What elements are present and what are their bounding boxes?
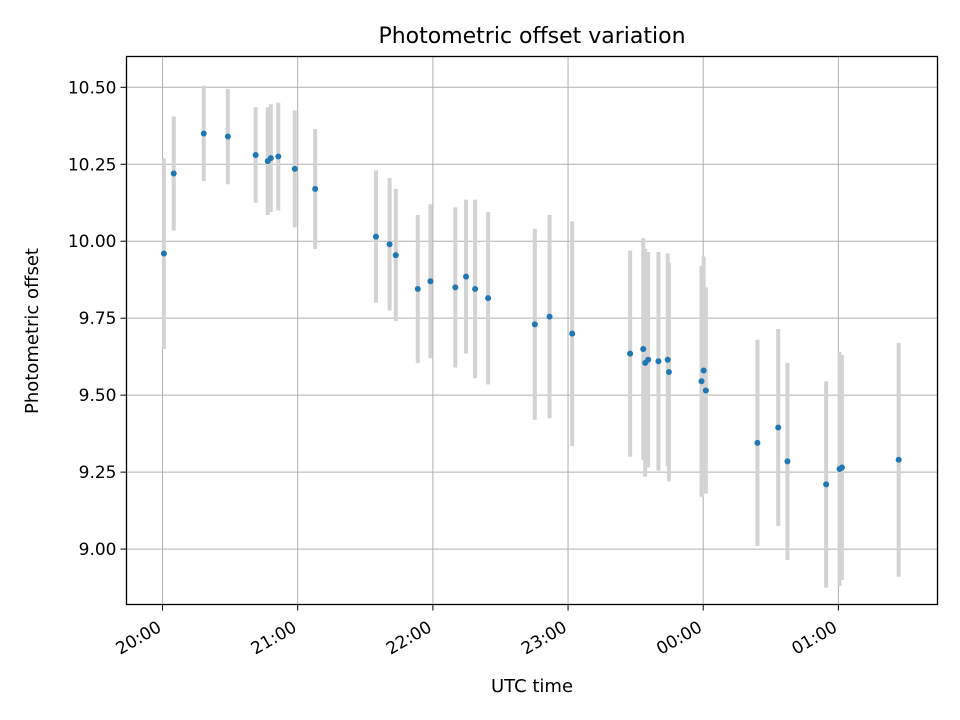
data-point: [170, 170, 177, 177]
y-axis-label: Photometric offset: [22, 248, 43, 414]
data-point: [224, 133, 231, 140]
y-tick-label: 9.00: [79, 540, 117, 560]
data-point: [895, 456, 902, 463]
data-point: [414, 285, 421, 292]
chart-title: Photometric offset variation: [378, 24, 685, 49]
data-point: [291, 165, 298, 172]
data-point: [627, 350, 634, 357]
data-point: [664, 356, 671, 363]
x-axis-label: UTC time: [491, 676, 573, 697]
data-point: [645, 356, 652, 363]
data-points: [160, 130, 902, 488]
data-point: [160, 250, 167, 257]
data-point: [655, 358, 662, 365]
data-point: [200, 130, 207, 137]
y-tick-label: 10.25: [68, 155, 117, 175]
data-point: [463, 273, 470, 280]
y-tick-label: 9.25: [79, 463, 117, 483]
y-tick-label: 9.75: [79, 309, 117, 329]
data-point: [267, 155, 274, 162]
data-point: [702, 387, 709, 394]
data-point: [372, 233, 379, 240]
data-point: [665, 369, 672, 376]
data-point: [312, 185, 319, 192]
data-point: [275, 153, 282, 160]
data-point: [427, 278, 434, 285]
data-point: [754, 439, 761, 446]
data-point: [775, 424, 782, 431]
data-point: [386, 241, 393, 248]
data-point: [472, 285, 479, 292]
data-point: [452, 284, 459, 291]
plot-frame: [125, 55, 939, 606]
data-point: [546, 313, 553, 320]
data-point: [392, 252, 399, 259]
data-point: [698, 378, 705, 385]
y-tick-label: 10.00: [68, 232, 117, 252]
y-tick-label: 10.50: [68, 78, 117, 98]
y-axis-ticks: 9.00 9.25 9.50 9.75 10.00 10.25 10.50: [68, 78, 127, 560]
data-point: [700, 367, 707, 374]
data-point: [823, 481, 830, 488]
data-point: [640, 345, 647, 352]
data-point: [252, 152, 259, 159]
data-point: [838, 464, 845, 471]
data-point: [531, 321, 538, 328]
y-tick-label: 9.50: [79, 386, 117, 406]
data-point: [784, 458, 791, 465]
data-point: [569, 330, 576, 337]
data-point: [485, 295, 492, 302]
